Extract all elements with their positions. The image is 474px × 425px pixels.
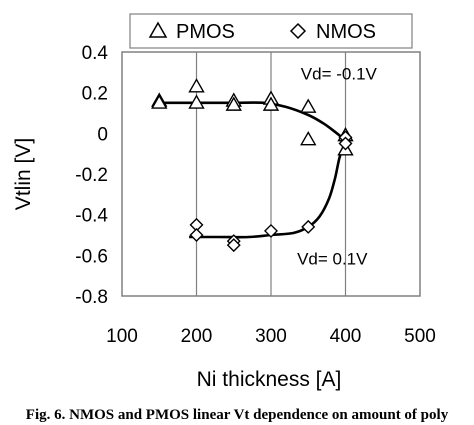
y-tick-label: 0.2 <box>82 84 108 105</box>
y-tick-label: -0.6 <box>75 246 108 267</box>
plot-area-frame <box>121 51 421 297</box>
annotation-label: Vd= 0.1V <box>297 249 368 268</box>
pmos-point <box>151 94 168 109</box>
x-tick-label: 500 <box>404 326 436 347</box>
nmos-point <box>226 238 241 253</box>
x-tick-label: 200 <box>181 326 213 347</box>
pmos-point <box>188 94 205 109</box>
legend-label-nmos: NMOS <box>316 21 376 43</box>
y-tick-label: 0 <box>97 124 108 145</box>
legend-marker-nmos <box>289 22 307 40</box>
x-tick-labels: 100 200 300 400 500 <box>106 326 436 347</box>
legend: PMOS NMOS <box>129 13 413 49</box>
pmos-point <box>262 96 280 111</box>
y-tick-label: -0.4 <box>75 206 108 227</box>
y-axis-title: Vtlin [V] <box>12 138 35 210</box>
annotation-label: Vd= -0.1V <box>301 64 378 83</box>
y-tick-label: 0.4 <box>82 43 109 64</box>
nmos-point <box>301 219 316 234</box>
y-tick-label: -0.8 <box>75 287 108 308</box>
nmos-point <box>338 136 353 151</box>
fit-curve-pmos <box>159 101 347 143</box>
annotations: Vd= -0.1V Vd= 0.1V <box>297 64 377 268</box>
pmos-point <box>188 78 205 93</box>
x-tick-label: 300 <box>255 326 287 347</box>
x-axis-title: Ni thickness [A] <box>197 368 342 391</box>
y-tick-label: -0.2 <box>75 165 108 186</box>
legend-marker-pmos <box>148 21 168 38</box>
pmos-point <box>300 98 317 113</box>
y-tick-labels: 0.4 0.2 0 -0.2 -0.4 -0.6 -0.8 <box>75 43 108 308</box>
fit-curves <box>159 101 348 239</box>
legend-box <box>129 13 413 49</box>
legend-label-pmos: PMOS <box>176 21 235 43</box>
pmos-point <box>225 96 242 111</box>
pmos-point <box>300 131 317 146</box>
nmos-point <box>264 223 278 238</box>
data-markers <box>151 78 354 253</box>
nmos-point <box>189 228 204 242</box>
figure-caption: Fig. 6. NMOS and PMOS linear Vt dependen… <box>26 407 449 423</box>
x-tick-label: 100 <box>106 326 138 347</box>
x-tick-label: 400 <box>330 326 362 347</box>
fit-curve-nmos <box>189 140 348 239</box>
